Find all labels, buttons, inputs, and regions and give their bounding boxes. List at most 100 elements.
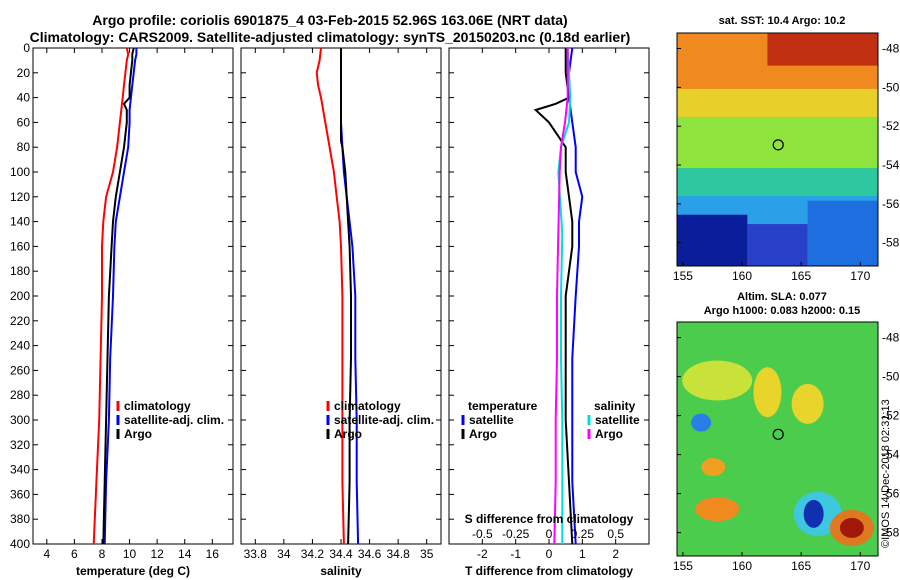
sla-map-title-1: Altim. SLA: 0.077 bbox=[737, 291, 827, 303]
lat-tick-label: -58 bbox=[882, 526, 900, 540]
argo-float-marker bbox=[772, 428, 784, 440]
x-tick-label: 34.6 bbox=[358, 547, 382, 561]
x-tick-label: 33.8 bbox=[244, 547, 268, 561]
s-diff-tick-label: 0.5 bbox=[607, 527, 624, 541]
y-tick-label: 340 bbox=[10, 463, 30, 477]
lon-tick-label: 165 bbox=[791, 269, 811, 283]
series-salinity-argo bbox=[553, 48, 569, 545]
lat-tick-label: -50 bbox=[882, 80, 900, 94]
legend-temp-item: climatology bbox=[124, 399, 191, 413]
x-tick-label: -1 bbox=[510, 547, 521, 561]
sst-deep-blue bbox=[677, 214, 748, 266]
x-axis-label: salinity bbox=[320, 564, 362, 578]
plot-title-line2: Climatology: CARS2009. Satellite-adjuste… bbox=[29, 29, 631, 45]
lat-tick-label: -52 bbox=[882, 119, 900, 133]
y-tick-label: 120 bbox=[10, 190, 30, 204]
sst-map-title: sat. SST: 10.4 Argo: 10.2 bbox=[718, 15, 846, 27]
y-tick-label: 320 bbox=[10, 438, 30, 452]
legend-diff-sal-item: Argo bbox=[595, 427, 623, 441]
sla-low-blob bbox=[691, 413, 712, 432]
y-tick-label: 0 bbox=[23, 41, 30, 55]
map-frame bbox=[676, 321, 879, 557]
lat-tick-label: -56 bbox=[882, 487, 900, 501]
sla-yellow-blob bbox=[791, 383, 824, 424]
sst-hot-patch bbox=[767, 33, 878, 66]
x-tick-label: 14 bbox=[178, 547, 192, 561]
y-tick-label: 140 bbox=[10, 215, 30, 229]
sla-high-core bbox=[839, 517, 864, 538]
lon-tick-label: 170 bbox=[850, 269, 870, 283]
lat-tick-label: -48 bbox=[882, 331, 900, 345]
y-tick-label: 380 bbox=[10, 512, 30, 526]
lon-tick-label: 155 bbox=[673, 269, 693, 283]
x-tick-label: 0 bbox=[546, 547, 553, 561]
sla-yellow-blob bbox=[682, 360, 753, 401]
legend-diff-temp-item: Argo bbox=[469, 427, 497, 441]
sla-orange-blob bbox=[701, 458, 726, 477]
x-tick-label: 34.2 bbox=[301, 547, 325, 561]
map-sst bbox=[676, 32, 879, 267]
sst-light-green bbox=[677, 116, 878, 169]
lon-tick-label: 165 bbox=[791, 559, 811, 573]
y-tick-label: 80 bbox=[17, 140, 31, 154]
legend-diff-sal-item: satellite bbox=[595, 413, 640, 427]
y-tick-label: 260 bbox=[10, 363, 30, 377]
x-tick-label: 1 bbox=[579, 547, 586, 561]
legend-sal-item: Argo bbox=[334, 427, 362, 441]
lat-tick-label: -56 bbox=[882, 197, 900, 211]
lon-tick-label: 155 bbox=[673, 559, 693, 573]
y-tick-label: 360 bbox=[10, 487, 30, 501]
lat-tick-label: -50 bbox=[882, 370, 900, 384]
lat-tick-label: -58 bbox=[882, 236, 900, 250]
map-frame bbox=[676, 32, 879, 267]
sla-yellow-blob bbox=[753, 367, 782, 418]
lat-tick-label: -52 bbox=[882, 409, 900, 423]
legend-diff-temp-head: temperature bbox=[468, 399, 538, 413]
y-tick-label: 20 bbox=[17, 66, 31, 80]
y-tick-label: 40 bbox=[17, 91, 31, 105]
panel-frame-3 bbox=[448, 47, 650, 545]
x-tick-label: 34.8 bbox=[386, 547, 410, 561]
s-diff-tick-label: -0.5 bbox=[472, 527, 493, 541]
argo-float-marker bbox=[772, 139, 784, 151]
s-diff-axis-label: S difference from climatology bbox=[465, 512, 634, 526]
map-sla bbox=[676, 321, 879, 557]
series-climatology bbox=[315, 47, 345, 545]
y-tick-label: 200 bbox=[10, 289, 30, 303]
s-diff-tick-label: 0 bbox=[546, 527, 553, 541]
y-tick-label: 280 bbox=[10, 388, 30, 402]
panel-frame-1 bbox=[32, 47, 234, 545]
y-tick-label: 160 bbox=[10, 239, 30, 253]
x-tick-label: 34 bbox=[277, 547, 291, 561]
x-axis-label: T difference from climatology bbox=[465, 564, 633, 578]
x-tick-label: 10 bbox=[123, 547, 137, 561]
x-tick-label: 35 bbox=[420, 547, 434, 561]
sst-teal-band bbox=[677, 168, 878, 201]
sla-map-title-2: Argo h1000: 0.083 h2000: 0.15 bbox=[703, 305, 861, 317]
x-tick-label: 2 bbox=[612, 547, 619, 561]
x-tick-label: 6 bbox=[71, 547, 78, 561]
legend-diff-temp-item: satellite bbox=[469, 413, 514, 427]
lon-tick-label: 160 bbox=[732, 269, 752, 283]
x-tick-label: -2 bbox=[477, 547, 488, 561]
lat-tick-label: -54 bbox=[882, 158, 900, 172]
legend-temp-item: Argo bbox=[124, 427, 152, 441]
plot-title-line1: Argo profile: coriolis 6901875_4 03-Feb-… bbox=[92, 12, 568, 28]
lon-tick-label: 160 bbox=[732, 559, 752, 573]
series-salinity-satellite bbox=[557, 47, 572, 544]
sst-blue-patch bbox=[747, 224, 808, 266]
sla-deep-low bbox=[803, 499, 824, 528]
y-tick-label: 60 bbox=[17, 115, 31, 129]
y-tick-label: 100 bbox=[10, 165, 30, 179]
x-tick-label: 8 bbox=[99, 547, 106, 561]
lat-tick-label: -48 bbox=[882, 42, 900, 56]
sst-yellow-band bbox=[677, 88, 878, 122]
x-axis-label: temperature (deg C) bbox=[76, 564, 190, 578]
y-tick-label: 180 bbox=[10, 264, 30, 278]
x-tick-label: 4 bbox=[43, 547, 50, 561]
x-tick-label: 12 bbox=[150, 547, 164, 561]
sla-orange-blob bbox=[695, 497, 740, 522]
y-tick-label: 400 bbox=[10, 537, 30, 551]
sst-blue-patch-2 bbox=[807, 200, 878, 266]
